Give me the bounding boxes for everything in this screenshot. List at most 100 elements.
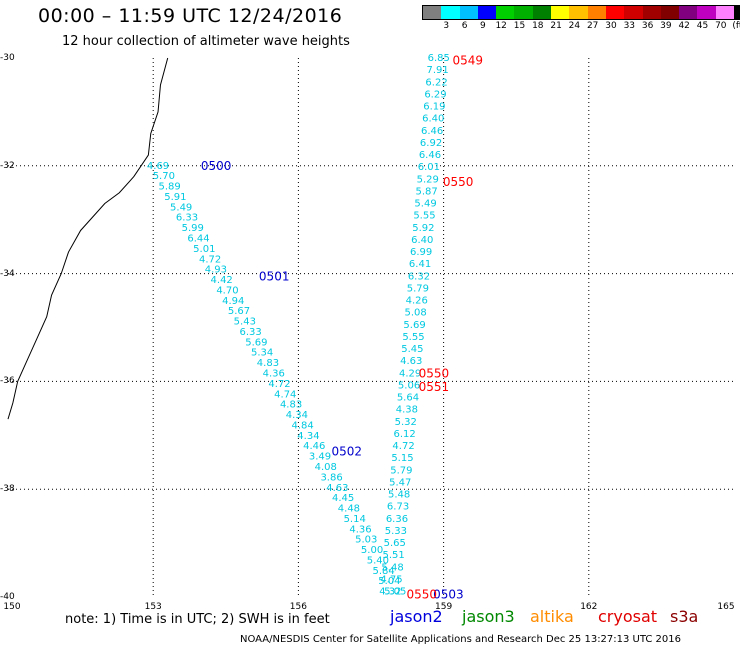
wave-height-label: 5.65: [384, 538, 406, 549]
wave-height-label: 5.99: [182, 223, 204, 234]
wave-height-label: 4.72: [199, 254, 221, 265]
color-scale-label: 18: [532, 21, 544, 31]
wave-height-label: 4.32: [379, 587, 401, 598]
wave-height-label: 4.84: [292, 420, 314, 431]
color-swatch: [697, 6, 716, 19]
color-swatch: [679, 6, 698, 19]
credit-line: NOAA/NESDIS Center for Satellite Applica…: [240, 634, 682, 645]
wave-height-label: 6.22: [425, 77, 447, 88]
wave-height-label: 5.34: [251, 348, 273, 359]
color-swatch: [587, 6, 606, 19]
coastline-path: [7, 57, 169, 420]
wave-height-label: 5.84: [372, 566, 394, 577]
wave-height-label: 4.42: [211, 275, 233, 286]
wave-height-label: 6.32: [408, 271, 430, 282]
wave-height-label: 5.48: [381, 562, 403, 573]
wave-height-label: 5.47: [389, 477, 411, 488]
map-canvas: 4.695.705.895.915.496.335.996.445.014.72…: [7, 53, 734, 601]
longitude-tick-label: 150: [3, 602, 21, 612]
wave-height-label: 4.93: [205, 265, 227, 276]
wave-height-label: 5.69: [403, 320, 425, 331]
color-scale-label: 12: [495, 21, 507, 31]
wave-height-label: 4.34: [297, 431, 319, 442]
wave-height-label: 5.33: [385, 526, 407, 537]
color-scale-label: 30: [605, 21, 617, 31]
longitude-tick-label: 153: [144, 602, 162, 612]
color-scale-label: 42: [678, 21, 690, 31]
wave-height-label: 6.33: [176, 213, 198, 224]
wave-height-label: 5.64: [397, 393, 419, 404]
longitude-tick-label: 165: [717, 602, 735, 612]
wave-height-label: 6.40: [411, 235, 433, 246]
color-scale-label: 15: [513, 21, 526, 31]
longitude-tick-label: 162: [580, 602, 598, 612]
color-swatch: [423, 6, 442, 19]
wave-height-label: 4.29: [399, 368, 421, 379]
wave-height-label: 5.29: [417, 174, 439, 185]
wave-height-label: 5.04: [378, 576, 400, 587]
color-scale-label: 3: [443, 21, 450, 31]
wave-height-label: 4.70: [216, 285, 238, 296]
wave-height-label: 4.48: [338, 504, 360, 515]
color-scale-label: 33: [623, 21, 636, 31]
color-swatch: [459, 6, 478, 19]
wave-height-label: 5.40: [367, 555, 389, 566]
wave-height-label: 5.55: [413, 211, 435, 222]
pass-label: 0550: [419, 366, 450, 380]
wave-height-label: 4.75: [380, 574, 402, 585]
color-swatch: [551, 6, 570, 19]
color-scale-legend: [422, 5, 740, 20]
wave-height-label: 5.08: [405, 308, 427, 319]
wave-height-label: 6.12: [394, 429, 416, 440]
wave-height-label: 6.46: [419, 150, 441, 161]
latitude-tick-label: -32: [0, 160, 15, 171]
color-scale-label: 39: [660, 21, 672, 31]
wave-height-label: 6.92: [420, 138, 442, 149]
pass-label: 0501: [259, 269, 290, 283]
color-swatch: [477, 6, 497, 19]
color-scale-label: 21: [550, 21, 562, 31]
latitude-tick-label: -38: [0, 484, 15, 495]
wave-height-label: 6.85: [428, 53, 450, 64]
color-swatch: [514, 6, 533, 19]
color-swatch: [569, 6, 588, 19]
wave-height-label: 5.48: [388, 490, 410, 501]
wave-height-label: 4.72: [392, 441, 414, 452]
wave-height-label: 5.67: [228, 306, 250, 317]
footnote: note: 1) Time is in UTC; 2) SWH is in fe…: [65, 612, 330, 627]
wave-height-label: 3.86: [320, 472, 342, 483]
satellite-name: cryosat: [598, 607, 658, 626]
color-scale-label: 70: [715, 21, 727, 31]
wave-height-label: 5.51: [383, 550, 405, 561]
wave-height-label: 5.45: [401, 344, 423, 355]
wave-height-label: 4.36: [263, 369, 285, 380]
wave-height-label: 5.14: [344, 514, 366, 525]
graticule: [8, 58, 734, 597]
color-scale-label: 45: [696, 21, 709, 31]
pass-label: 0550: [443, 175, 474, 189]
pass-label: 0503: [433, 587, 464, 601]
wave-height-label: 6.46: [421, 126, 443, 137]
wave-height-label: 4.63: [400, 356, 422, 367]
satellite-name: s3a: [670, 607, 699, 626]
wave-height-label: 5.49: [170, 202, 192, 213]
wave-height-label: 4.45: [332, 493, 354, 504]
wave-height-label: 4.69: [147, 161, 169, 172]
wave-height-label: 5.70: [153, 171, 175, 182]
wave-height-label: 5.92: [412, 223, 434, 234]
pass-label: 0551: [419, 380, 450, 394]
wave-height-label: 5.49: [414, 199, 436, 210]
wave-height-label: 5.05: [384, 587, 406, 598]
color-scale-label: 9: [480, 21, 486, 31]
wave-height-label: 6.44: [187, 233, 209, 244]
color-scale-label: 6: [461, 21, 468, 31]
wave-height-label: 5.43: [234, 317, 256, 328]
wave-height-label: 6.41: [409, 259, 431, 270]
color-scale-label: 27: [586, 21, 599, 31]
latitude-tick-label: -40: [0, 592, 15, 602]
wave-height-label: 4.34: [286, 410, 308, 421]
satellite-name: jason3: [462, 607, 515, 626]
coastline: [7, 57, 169, 420]
color-scale-label: 24: [568, 21, 581, 31]
wave-height-label: 7.91: [427, 65, 449, 76]
